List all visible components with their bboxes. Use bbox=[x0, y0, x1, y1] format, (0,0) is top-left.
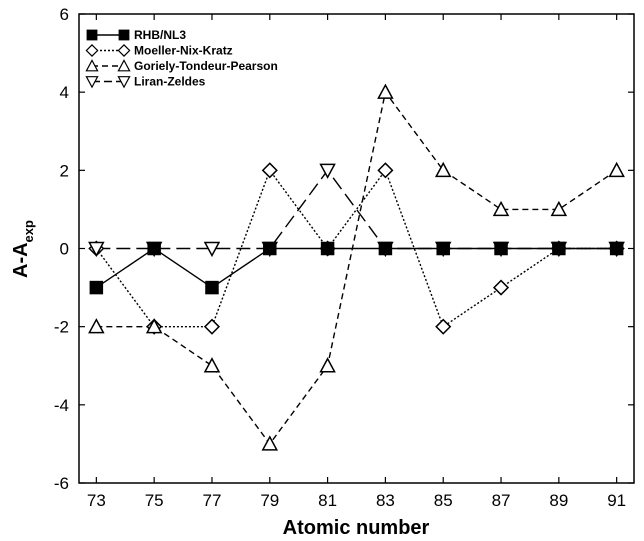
legend-markers-0 bbox=[86, 29, 130, 41]
x-tick-label: 87 bbox=[492, 491, 511, 510]
triangle-up-marker bbox=[88, 318, 105, 334]
y-axis-title-subscript: exp bbox=[21, 220, 36, 242]
x-tick-label: 85 bbox=[434, 491, 453, 510]
square-marker bbox=[118, 29, 130, 41]
triangle-up-marker bbox=[608, 161, 625, 178]
diamond-marker bbox=[85, 44, 99, 57]
triangle-down-marker bbox=[203, 241, 221, 258]
x-tick-label: 83 bbox=[376, 491, 395, 510]
diamond-marker bbox=[435, 318, 452, 335]
diamond-marker bbox=[261, 162, 278, 179]
square-marker bbox=[378, 241, 393, 256]
x-tick-label: 73 bbox=[87, 491, 106, 510]
triangle-up-marker bbox=[145, 318, 163, 334]
series-markers-2 bbox=[88, 83, 625, 451]
legend: RHB/NL3 Moeller-Nix-KratzGoriely-Tondeur-… bbox=[85, 28, 278, 89]
x-tick-label: 75 bbox=[145, 491, 164, 510]
y-tick-label: 6 bbox=[60, 5, 69, 24]
series-line-0 bbox=[95, 247, 617, 289]
y-tick-label: -2 bbox=[54, 318, 69, 337]
triangle-down-marker bbox=[117, 76, 131, 89]
square-marker bbox=[205, 280, 219, 295]
triangle-up-marker bbox=[117, 59, 131, 72]
legend-label-3: Liran-Zeldes bbox=[134, 75, 206, 89]
x-tick-label: 89 bbox=[549, 491, 568, 510]
series-markers-0 bbox=[89, 241, 624, 295]
triangle-up-marker bbox=[261, 435, 279, 451]
axis-ticks bbox=[79, 13, 634, 484]
legend-markers-2 bbox=[85, 59, 131, 72]
series-line-2 bbox=[96, 90, 618, 446]
triangle-up-marker bbox=[319, 357, 336, 373]
y-tick-label: 4 bbox=[60, 83, 69, 102]
triangle-down-marker bbox=[319, 163, 336, 179]
square-marker bbox=[494, 241, 508, 256]
triangle-down-marker bbox=[85, 76, 99, 89]
x-tick-label: 79 bbox=[260, 491, 279, 510]
series-layer bbox=[88, 83, 625, 451]
triangle-up-marker bbox=[550, 200, 568, 217]
triangle-up-marker bbox=[492, 200, 510, 217]
square-marker bbox=[436, 241, 450, 256]
diamond-marker bbox=[492, 279, 510, 296]
square-marker bbox=[552, 241, 566, 256]
y-tick-label: -6 bbox=[54, 474, 69, 493]
x-tick-label: 81 bbox=[318, 491, 337, 510]
x-tick-label: 77 bbox=[203, 491, 222, 510]
triangle-up-marker bbox=[434, 161, 452, 178]
diamond-marker bbox=[377, 162, 394, 179]
square-marker bbox=[89, 280, 104, 295]
x-tick-label: 91 bbox=[607, 491, 626, 510]
square-marker bbox=[147, 241, 161, 256]
triangle-up-marker bbox=[85, 59, 99, 72]
square-marker bbox=[609, 241, 624, 256]
diamond-marker bbox=[117, 44, 131, 57]
y-tick-label: -4 bbox=[54, 396, 69, 415]
series-line-3 bbox=[96, 169, 617, 250]
y-axis-title-main: A-A bbox=[10, 242, 32, 278]
legend-markers-3 bbox=[85, 76, 131, 89]
legend-label-2: Goriely-Tondeur-Pearson bbox=[134, 59, 278, 73]
y-tick-label: 0 bbox=[60, 240, 69, 259]
triangle-down-marker bbox=[88, 241, 105, 258]
square-marker bbox=[263, 241, 277, 256]
y-axis-title: A-Aexp bbox=[10, 220, 36, 278]
triangle-up-marker bbox=[203, 357, 221, 373]
square-marker bbox=[320, 241, 335, 256]
legend-label-1: Moeller-Nix-Kratz bbox=[134, 44, 233, 58]
square-marker bbox=[86, 29, 98, 41]
axis-tick-labels: 73 75 77 79 81 83 85 87 89 91 -6 -4 -2 0 2 4 6 bbox=[54, 5, 626, 510]
legend-markers-1 bbox=[85, 44, 131, 57]
y-tick-label: 2 bbox=[60, 161, 69, 180]
diamond-marker bbox=[203, 318, 221, 335]
x-axis-title: Atomic number bbox=[283, 517, 430, 539]
triangle-up-marker bbox=[377, 83, 394, 99]
legend-label-0: RHB/NL3 bbox=[134, 28, 186, 42]
